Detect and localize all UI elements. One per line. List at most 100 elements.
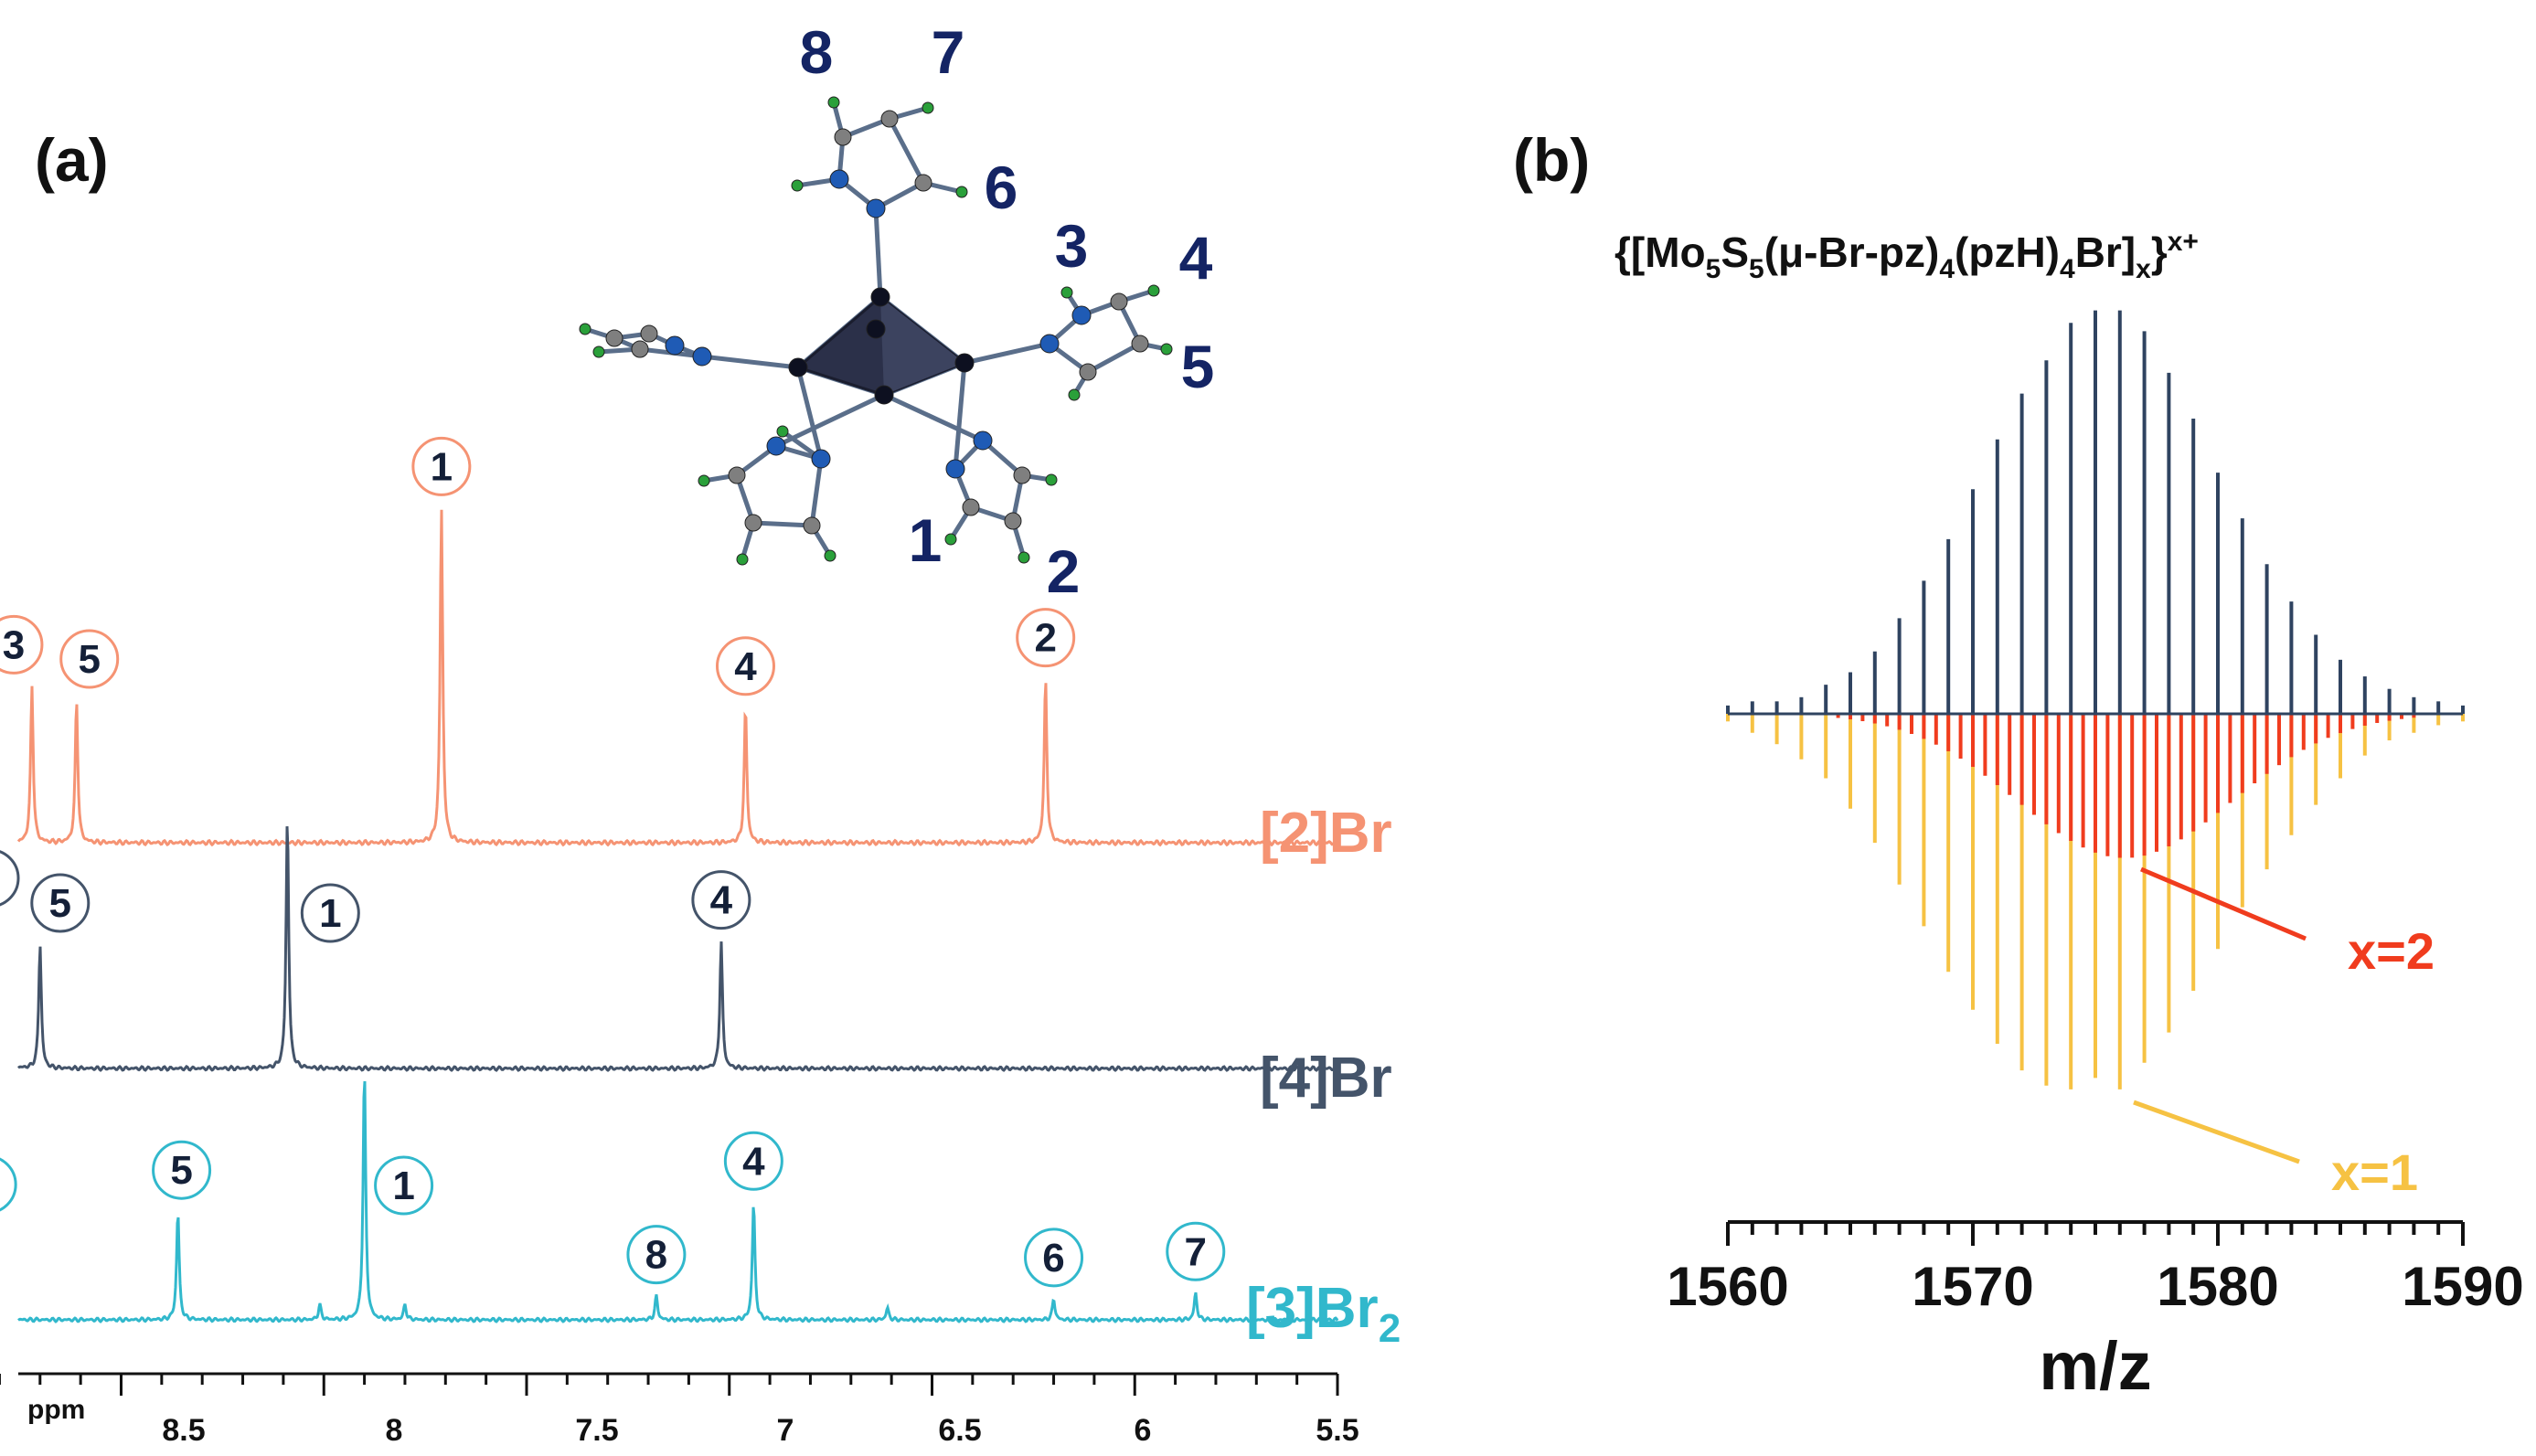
ppm-tick-label: 6.5 bbox=[938, 1413, 981, 1448]
peak-label-5: 5 bbox=[59, 629, 120, 689]
molecule-atom bbox=[766, 436, 786, 456]
molecule-atom bbox=[631, 340, 649, 358]
peak-label-6: 6 bbox=[1024, 1228, 1084, 1288]
trace-label-3br2: [3]Br2 bbox=[1246, 1277, 1401, 1351]
molecule-atom bbox=[692, 346, 712, 367]
peak-label-3: 3 bbox=[0, 850, 20, 907]
peak-label-text: 5 bbox=[170, 1148, 192, 1193]
peak-label-circle bbox=[691, 870, 751, 930]
molecule-atom bbox=[803, 516, 821, 535]
peak-label-text: 1 bbox=[392, 1164, 414, 1208]
formula-s4: 4 bbox=[2060, 254, 2075, 284]
mz-tick-label: 1570 bbox=[1912, 1256, 2033, 1317]
peak-label-circle bbox=[374, 1155, 434, 1216]
peak-label-text: 1 bbox=[431, 444, 453, 489]
molecule-atom bbox=[874, 385, 894, 405]
x2-pointer-line bbox=[2140, 866, 2307, 941]
peak-label-text: 1 bbox=[319, 891, 341, 936]
molecule-atom bbox=[736, 553, 749, 566]
molecule-atom bbox=[1110, 292, 1128, 311]
molecule-atom bbox=[1079, 363, 1097, 381]
formula-p4: (pzH) bbox=[1955, 228, 2060, 276]
peak-label-text: 3 bbox=[3, 622, 25, 667]
peak-label-circle bbox=[723, 1131, 783, 1191]
molecule-atom bbox=[955, 186, 968, 198]
structure-label-1: 1 bbox=[909, 506, 943, 574]
structure-label-3: 3 bbox=[1055, 212, 1089, 280]
nmr-trace-2 bbox=[17, 1080, 1339, 1323]
molecule-atom bbox=[880, 110, 899, 128]
ppm-tick-label: 7 bbox=[777, 1413, 794, 1448]
peak-label-8: 8 bbox=[626, 1225, 687, 1285]
x1-pointer-line bbox=[2133, 1100, 2300, 1164]
peak-label-4: 4 bbox=[691, 870, 751, 930]
molecule-bond bbox=[1086, 341, 1142, 375]
x2-series-label: x=2 bbox=[2348, 922, 2435, 980]
peak-label-7: 7 bbox=[1166, 1221, 1226, 1281]
molecule-atom bbox=[776, 425, 789, 438]
molecule-atom bbox=[866, 319, 886, 339]
molecule-atom bbox=[1068, 388, 1081, 401]
mz-axis-label: m/z bbox=[2039, 1328, 2151, 1404]
molecule-bond bbox=[887, 117, 926, 185]
peak-label-1: 1 bbox=[374, 1155, 434, 1216]
ppm-axis-ticks bbox=[0, 1374, 1339, 1396]
structure-label-2: 2 bbox=[1047, 537, 1081, 605]
formula-p2: S bbox=[1721, 228, 1749, 276]
mz-axis-ticks bbox=[1726, 1222, 2465, 1246]
molecule-atom bbox=[811, 449, 831, 469]
peak-label-circle bbox=[1166, 1221, 1226, 1281]
molecule-atom bbox=[728, 466, 746, 484]
molecule-atom bbox=[1071, 305, 1092, 325]
mz-tick-label: 1590 bbox=[2402, 1256, 2523, 1317]
peak-label-circle bbox=[59, 629, 120, 689]
peak-label-text: 2 bbox=[1034, 616, 1056, 661]
structure-label-4: 4 bbox=[1179, 224, 1213, 292]
x1-series-label: x=1 bbox=[2331, 1143, 2418, 1201]
molecule-atom bbox=[1018, 551, 1030, 564]
peak-label-5: 5 bbox=[30, 873, 91, 933]
molecule-atom bbox=[640, 324, 658, 343]
molecule-bond bbox=[882, 392, 985, 443]
trace-label-2br: [2]Br bbox=[1260, 802, 1392, 865]
peak-label-1: 1 bbox=[300, 883, 360, 943]
peak-label-4: 4 bbox=[723, 1131, 783, 1191]
molecule-atom bbox=[834, 128, 852, 146]
ppm-axis-unit: ppm bbox=[27, 1395, 85, 1425]
ppm-tick-label: 5.5 bbox=[1316, 1413, 1359, 1448]
peak-label-4: 4 bbox=[715, 636, 775, 696]
ppm-tick-label: 6 bbox=[1135, 1413, 1152, 1448]
mz-tick-label: 1580 bbox=[2157, 1256, 2278, 1317]
peak-label-3: 3 bbox=[0, 614, 44, 675]
molecule-atom bbox=[698, 474, 710, 487]
molecule-atom bbox=[791, 179, 804, 192]
peak-label-5: 5 bbox=[152, 1140, 212, 1200]
formula-p3: (μ-Br-pz) bbox=[1764, 228, 1940, 276]
molecule-atom bbox=[827, 96, 840, 109]
ppm-axis: ppm 8.5 8 7.5 7 6.5 6 5.5 bbox=[0, 1372, 1359, 1448]
molecule-atom bbox=[605, 329, 623, 347]
structure-label-6: 6 bbox=[985, 154, 1018, 221]
panel-b-label: (b) bbox=[1513, 126, 1590, 194]
peak-label-circle bbox=[30, 873, 91, 933]
molecule-bond bbox=[953, 362, 967, 470]
peak-label-circle bbox=[715, 636, 775, 696]
mo5-core-face bbox=[880, 297, 964, 395]
nmr-trace-1 bbox=[16, 826, 1339, 1072]
structure-label-5: 5 bbox=[1181, 333, 1215, 400]
mass-spectrum bbox=[1726, 310, 2465, 1089]
formula-s1: 5 bbox=[1706, 254, 1721, 284]
peak-label-text: 5 bbox=[49, 881, 71, 926]
peak-label-text: 3 bbox=[0, 856, 1, 901]
molecule-atom bbox=[824, 549, 836, 562]
molecule-atom bbox=[866, 198, 886, 218]
trace-label-3br2-sub: 2 bbox=[1379, 1306, 1401, 1351]
formula-p1: {[Mo bbox=[1614, 228, 1706, 276]
structure-label-8: 8 bbox=[800, 18, 834, 86]
molecule-bond bbox=[795, 367, 824, 460]
molecule-atom bbox=[1160, 343, 1173, 356]
mz-tick-label: 1560 bbox=[1667, 1256, 1788, 1317]
molecule-bond bbox=[752, 520, 813, 528]
peak-label-circle bbox=[0, 1157, 17, 1212]
